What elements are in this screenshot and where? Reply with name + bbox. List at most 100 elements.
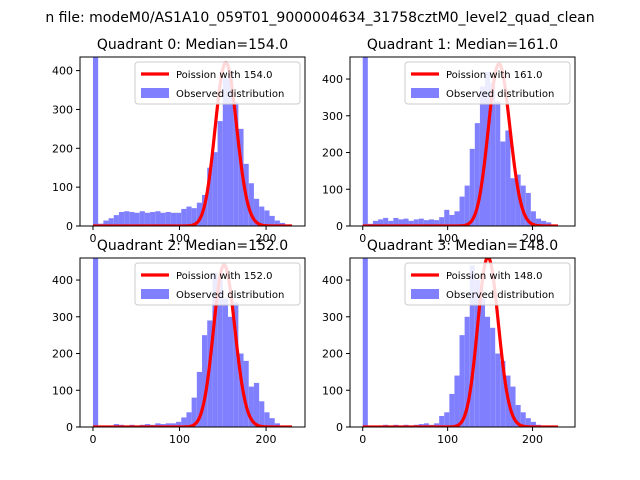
legend-hist-swatch [411,88,439,98]
hist-bar [490,327,496,427]
y-tick-label: 300 [322,110,343,123]
legend-box [134,61,301,105]
hist-bar [495,101,501,226]
hist-bar [413,219,419,226]
legend-box [134,262,301,306]
x-tick-label: 200 [522,232,543,245]
hist-bar [150,212,156,226]
legend-label-poisson: Poission with 152.0 [176,271,272,282]
hist-bar [449,393,455,427]
y-tick-label: 200 [52,348,73,361]
y-tick-label: 100 [322,384,343,397]
hist-bar [515,174,521,226]
hist-bar [196,202,203,226]
axes-frame [79,257,306,428]
hist-bar [530,421,536,427]
hist-bar [186,206,192,226]
hist-bar [535,218,542,226]
y-tick-label: 200 [322,147,343,160]
legend-hist-swatch [141,289,169,299]
hist-bar [253,382,260,427]
axes-frame [349,257,576,428]
y-tick-label: 300 [52,103,73,116]
hist-bar [362,258,368,427]
hist-bar [418,218,424,226]
legend-label-observed: Observed distribution [446,290,554,301]
hist-bar [423,423,429,427]
legend-label-observed: Observed distribution [176,290,284,301]
legend: Poission with 161.0 Observed distribution [404,61,571,105]
hist-bar [202,335,208,427]
hist-bar [479,298,485,427]
legend-box [404,61,571,105]
hist-bar [103,220,109,226]
y-tick-label: 0 [336,421,343,434]
hist-bar [274,220,280,226]
hist-bar [264,210,270,226]
hist-bar [191,208,197,226]
legend: Poission with 148.0 Observed distribution [404,262,571,306]
hist-bar [474,280,480,427]
hist-bar [459,335,465,427]
hist-bar [248,386,254,427]
hist-bar [139,211,145,226]
hist-bar [134,212,140,226]
poisson-curve [92,61,293,226]
hist-bar [155,423,161,427]
x-tick-label: 100 [169,433,190,446]
hist-bar [464,185,470,226]
legend-hist-swatch [411,289,439,299]
legend-label-observed: Observed distribution [446,89,554,100]
hist-bar [479,86,485,226]
hist-bar [165,423,171,427]
panel-title: Quadrant 1: Median=161.0 [367,37,558,53]
hist-bar [217,121,223,226]
x-tick-label: 0 [89,232,96,245]
hist-bar [500,360,506,427]
hist-bar [439,217,445,226]
hist-bar [269,418,275,427]
hist-bar [428,219,435,226]
panel-quadrant-3: 0 100 200 0 100 200 300 400 Quadrant 3: Median=1… [322,238,576,446]
hist-bar [176,212,182,226]
hist-bar [393,217,399,226]
y-tick-label: 400 [322,73,343,86]
hist-bar [525,418,531,427]
hist-bar [92,57,99,226]
hist-bar [469,148,475,226]
x-tick-label: 0 [359,433,366,446]
hist-bar [129,212,135,226]
hist-bar [253,198,260,226]
hist-bar [388,220,394,226]
plot-area [92,57,293,226]
hist-bar [243,360,249,427]
legend-box [404,262,571,306]
legend-hist-swatch [141,88,169,98]
hist-bar [383,217,389,226]
poisson-curve [92,263,293,427]
hist-bar [454,211,460,226]
hist-bar [505,130,511,226]
hist-bar [485,316,491,427]
hist-bar [248,183,254,226]
hist-bar [510,386,516,427]
hist-bar [449,214,455,226]
x-tick-label: 0 [359,232,366,245]
hist-bar [469,265,475,427]
legend-label-poisson: Poission with 148.0 [446,271,542,282]
hist-bar [454,375,460,427]
hist-bar [269,215,275,226]
hist-bar [274,423,280,427]
hist-bar [444,412,450,427]
hist-bar [233,101,239,226]
hist-bar [439,415,445,427]
panel-quadrant-1: 0 100 200 0 100 200 300 400 Quadrant 1: Median=1… [322,37,576,245]
hist-bar [490,82,496,226]
hist-bar [423,220,429,226]
plot-area [92,258,293,427]
y-tick-label: 400 [52,65,73,78]
hist-bar [227,70,234,226]
hist-bar [515,404,521,427]
hist-bar [212,272,218,427]
hist-bar [118,212,125,226]
